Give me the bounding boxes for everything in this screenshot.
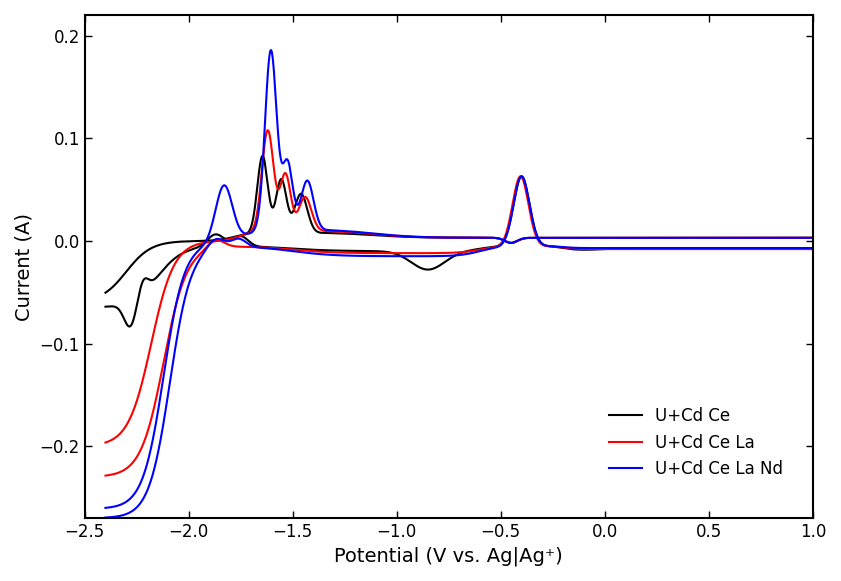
U+Cd Ce — [121, 268, 131, 275]
U+Cd Ce La Nd — [807, 234, 817, 241]
Line: U+Cd Ce La: U+Cd Ce La — [105, 130, 812, 443]
Line: U+Cd Ce La Nd: U+Cd Ce La Nd — [105, 50, 812, 508]
Line: U+Cd Ce: U+Cd Ce — [105, 156, 812, 293]
Y-axis label: Current (A): Current (A) — [15, 213, 34, 321]
U+Cd Ce La Nd — [483, 234, 493, 241]
U+Cd Ce — [120, 269, 130, 276]
U+Cd Ce La — [120, 423, 130, 430]
U+Cd Ce — [100, 289, 110, 296]
U+Cd Ce La — [251, 218, 261, 225]
X-axis label: Potential (V vs. Ag|Ag⁺): Potential (V vs. Ag|Ag⁺) — [335, 547, 563, 566]
U+Cd Ce La Nd — [464, 234, 474, 241]
U+Cd Ce La — [772, 234, 782, 241]
U+Cd Ce La — [464, 234, 474, 241]
U+Cd Ce La Nd — [772, 234, 782, 241]
U+Cd Ce — [464, 234, 474, 241]
U+Cd Ce — [807, 234, 817, 241]
U+Cd Ce La Nd — [120, 498, 130, 505]
U+Cd Ce — [772, 234, 782, 241]
U+Cd Ce La Nd — [121, 498, 131, 505]
U+Cd Ce La — [263, 127, 273, 134]
U+Cd Ce La — [807, 234, 817, 241]
U+Cd Ce La Nd — [251, 223, 261, 230]
Legend: U+Cd Ce, U+Cd Ce La, U+Cd Ce La Nd: U+Cd Ce, U+Cd Ce La, U+Cd Ce La Nd — [602, 400, 790, 485]
U+Cd Ce — [257, 152, 267, 159]
U+Cd Ce — [251, 199, 261, 206]
U+Cd Ce La — [100, 439, 110, 446]
U+Cd Ce La Nd — [266, 46, 276, 53]
U+Cd Ce La — [121, 422, 131, 429]
U+Cd Ce — [483, 234, 493, 241]
U+Cd Ce La Nd — [100, 504, 110, 511]
U+Cd Ce La — [483, 234, 493, 241]
